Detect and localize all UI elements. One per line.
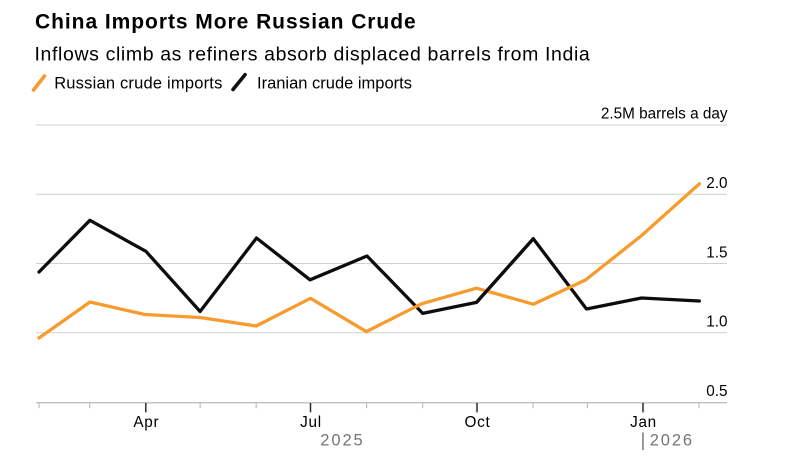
svg-text:2.0: 2.0 [706, 175, 727, 192]
svg-text:China Imports More Russian Cru: China Imports More Russian Crude [35, 10, 417, 33]
svg-text:1.0: 1.0 [706, 314, 727, 331]
svg-text:|: | [641, 430, 646, 450]
svg-text:0.5: 0.5 [706, 383, 727, 400]
svg-text:Iranian crude imports: Iranian crude imports [257, 75, 412, 93]
svg-text:Inflows climb as refiners abso: Inflows climb as refiners absorb displac… [35, 43, 591, 65]
svg-text:Jul: Jul [300, 414, 322, 431]
svg-text:Apr: Apr [133, 414, 159, 431]
svg-text:Jan: Jan [630, 414, 657, 431]
svg-text:2025: 2025 [320, 432, 364, 450]
svg-text:Oct: Oct [465, 414, 491, 431]
svg-text:2026: 2026 [650, 432, 694, 450]
svg-text:1.5: 1.5 [706, 244, 727, 261]
svg-text:2.5M barrels a day: 2.5M barrels a day [601, 106, 728, 123]
svg-text:Russian crude imports: Russian crude imports [54, 75, 222, 93]
